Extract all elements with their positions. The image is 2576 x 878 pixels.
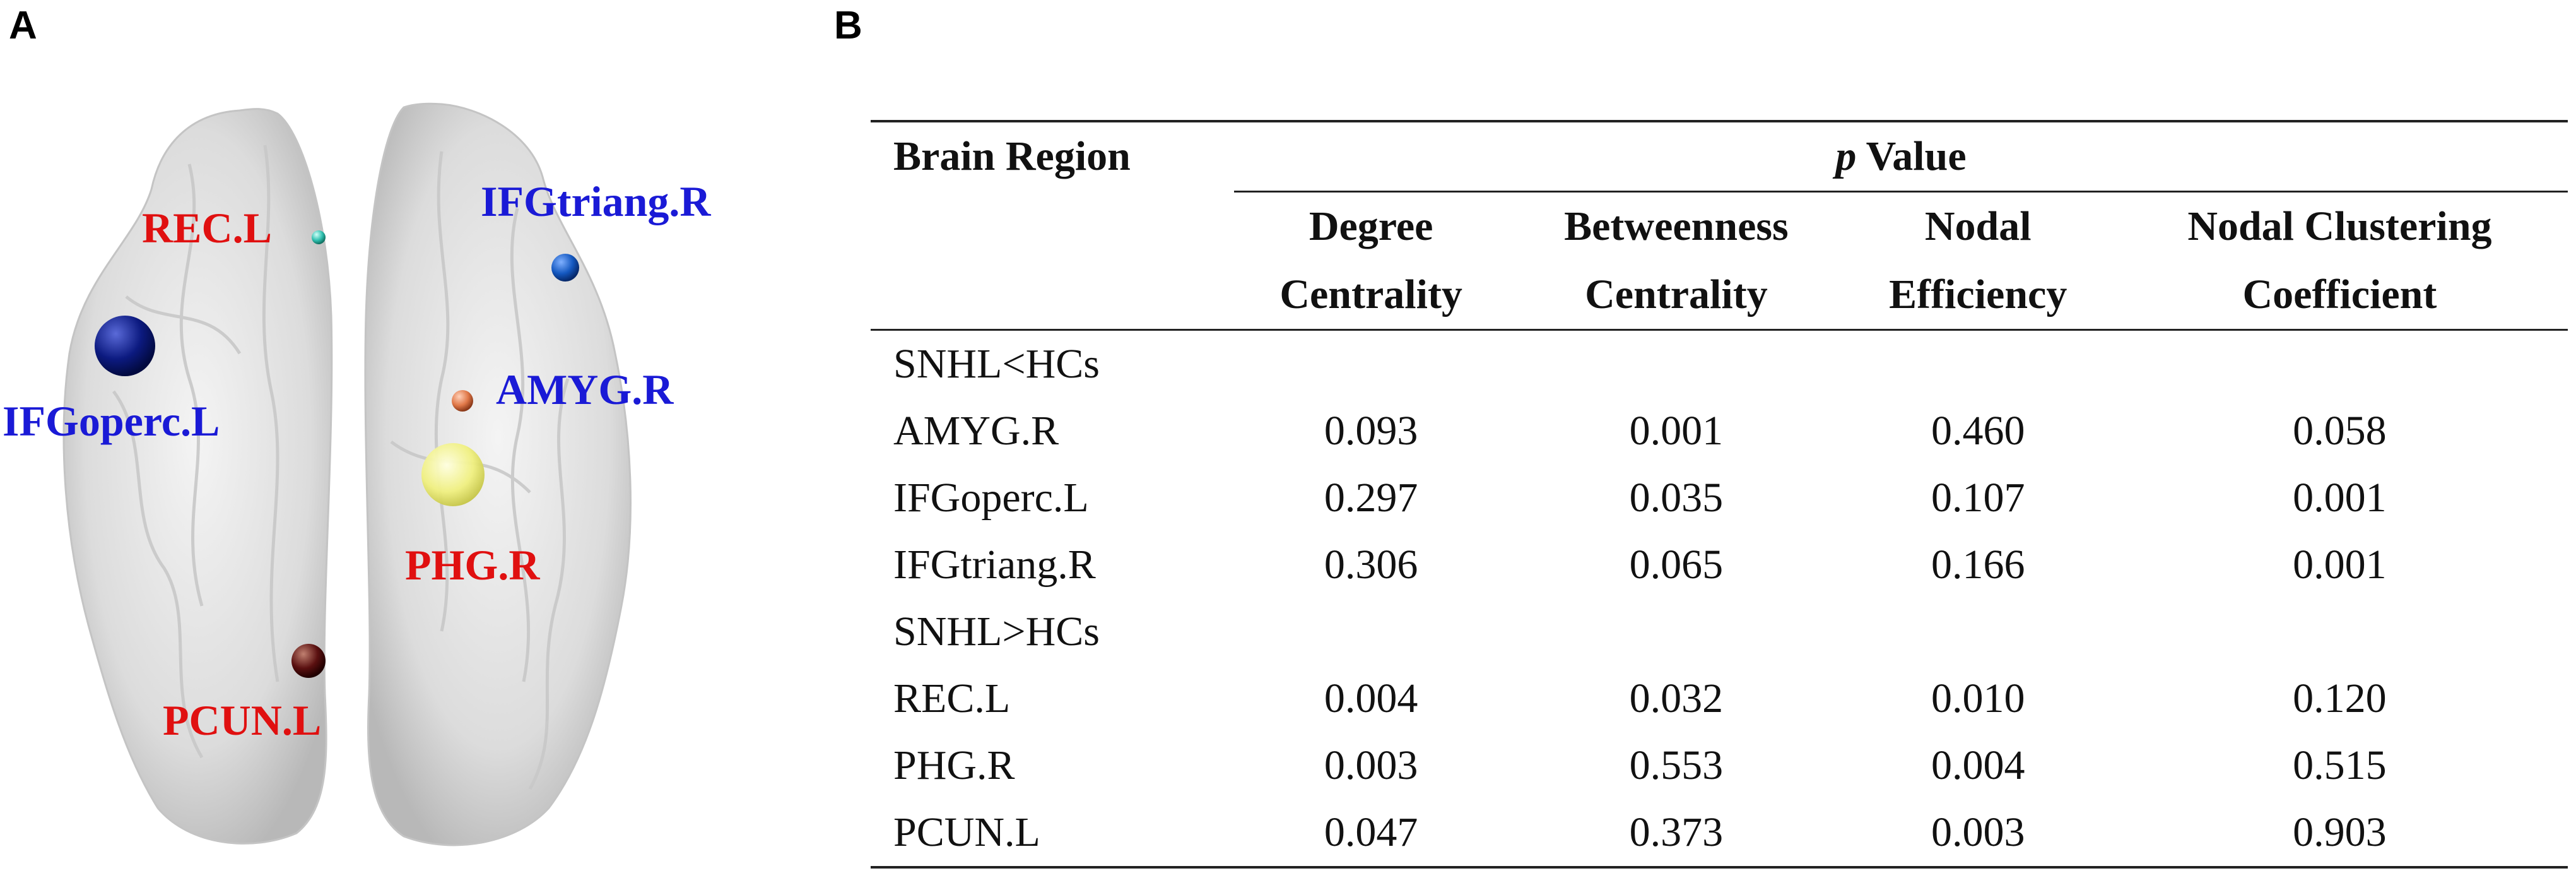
- p-value-table: Brain Region p Value Degree Centrality Be…: [871, 120, 2568, 869]
- table-row: AMYG.R 0.093 0.001 0.460 0.058: [871, 398, 2568, 465]
- cell-value: 0.035: [1629, 475, 1724, 521]
- cell-value: 0.001: [2293, 542, 2387, 588]
- cell-value: 0.032: [1629, 675, 1724, 721]
- label-pcun-l: PCUN.L: [163, 696, 321, 744]
- cell-value: 0.001: [2293, 475, 2387, 521]
- brain-figure: REC.L IFGtriang.R IFGoperc.L AMYG.R PHG.…: [3, 102, 711, 846]
- row-region: PCUN.L: [893, 809, 1040, 855]
- cell-value: 0.460: [1931, 408, 2025, 454]
- cell-value: 0.515: [2293, 742, 2387, 788]
- cell-value: 0.065: [1629, 542, 1724, 588]
- label-ifgtriang-r: IFGtriang.R: [481, 177, 711, 225]
- header-col-1: Degree Centrality: [1279, 203, 1462, 317]
- cell-value: 0.093: [1324, 408, 1418, 454]
- cell-value: 0.553: [1629, 742, 1724, 788]
- table-row: PHG.R 0.003 0.553 0.004 0.515: [871, 732, 2568, 799]
- panel-b-label: B: [834, 4, 862, 47]
- table-body: SNHL<HCs AMYG.R 0.093 0.001 0.460 0.058 IFGope…: [871, 330, 2568, 867]
- header-col-2: Betweenness Centrality: [1564, 203, 1789, 317]
- table-row: IFGoperc.L 0.297 0.035 0.107 0.001: [871, 465, 2568, 531]
- cell-value: 0.120: [2293, 675, 2387, 721]
- row-region: AMYG.R: [893, 408, 1059, 454]
- cell-value: 0.001: [1629, 408, 1724, 454]
- header-p-italic: p: [1835, 133, 1857, 179]
- node-ifgoperc-l: [95, 316, 155, 376]
- cell-value: 0.297: [1324, 475, 1418, 521]
- label-rec-l: REC.L: [142, 204, 272, 252]
- cell-value: 0.003: [1324, 742, 1418, 788]
- cell-value: 0.047: [1324, 809, 1418, 855]
- table-row: PCUN.L 0.047 0.373 0.003 0.903: [871, 799, 2568, 867]
- table-row: REC.L 0.004 0.032 0.010 0.120: [871, 665, 2568, 732]
- label-ifgoperc-l: IFGoperc.L: [3, 397, 220, 445]
- table-row: IFGtriang.R 0.306 0.065 0.166 0.001: [871, 531, 2568, 598]
- row-region: IFGoperc.L: [893, 475, 1089, 521]
- cell-value: 0.166: [1931, 542, 2025, 588]
- node-amyg-r: [452, 390, 473, 412]
- header-brain-region: Brain Region: [893, 133, 1131, 179]
- cell-value: 0.004: [1931, 742, 2025, 788]
- panel-a-label: A: [9, 4, 37, 47]
- row-region: PHG.R: [893, 742, 1015, 788]
- group-row: SNHL>HCs: [871, 598, 2568, 665]
- group-row: SNHL<HCs: [871, 330, 2568, 398]
- group-label: SNHL<HCs: [893, 341, 1100, 387]
- cell-value: 0.373: [1629, 809, 1724, 855]
- cell-value: 0.058: [2293, 408, 2387, 454]
- node-pcun-l: [291, 644, 326, 678]
- cell-value: 0.107: [1931, 475, 2025, 521]
- row-region: IFGtriang.R: [893, 542, 1096, 588]
- node-ifgtriang-r: [551, 254, 579, 282]
- header-p-rest: Value: [1856, 133, 1967, 179]
- cell-value: 0.003: [1931, 809, 2025, 855]
- cell-value: 0.306: [1324, 542, 1418, 588]
- label-amyg-r: AMYG.R: [496, 365, 674, 413]
- header-p-value: p Value: [1234, 121, 2568, 193]
- group-label: SNHL>HCs: [893, 608, 1100, 655]
- label-phg-r: PHG.R: [405, 541, 540, 589]
- node-rec-l: [312, 230, 326, 244]
- row-region: REC.L: [893, 675, 1011, 721]
- cell-value: 0.010: [1931, 675, 2025, 721]
- cell-value: 0.004: [1324, 675, 1418, 721]
- node-phg-r: [421, 443, 485, 506]
- right-hemisphere: [364, 102, 632, 846]
- header-col-3: Nodal Efficiency: [1889, 203, 2067, 317]
- header-col-4: Nodal Clustering Coefficient: [2187, 203, 2492, 317]
- cell-value: 0.903: [2293, 809, 2387, 855]
